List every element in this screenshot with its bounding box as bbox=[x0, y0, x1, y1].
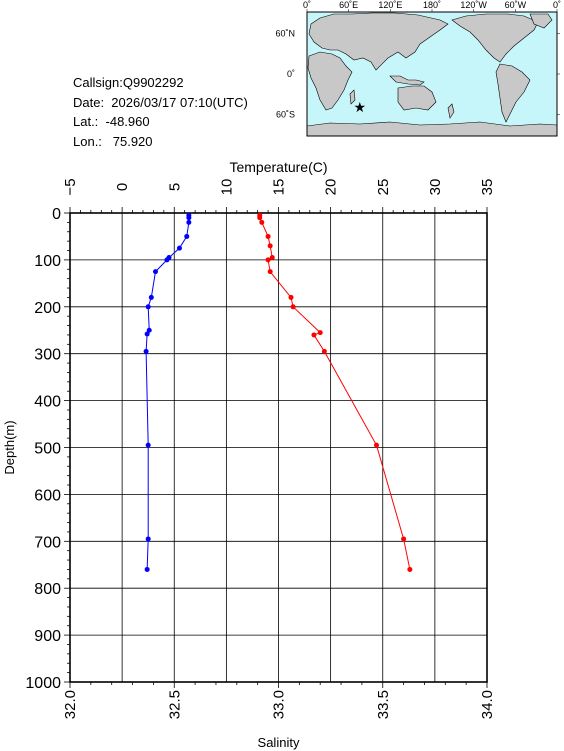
temperature-data-point bbox=[186, 219, 192, 225]
chart-grid bbox=[69, 212, 488, 683]
depth-tick-label: 1000 bbox=[25, 675, 61, 692]
map-lon-label: 60˚W bbox=[505, 0, 527, 10]
temperature-tick-label: 10 bbox=[218, 179, 235, 196]
temperature-data-point bbox=[164, 257, 170, 263]
land-madagascar bbox=[349, 89, 356, 105]
depth-tick-label: 800 bbox=[34, 581, 61, 598]
map-lat-label: 60˚S bbox=[276, 110, 295, 120]
temperature-data-point bbox=[146, 327, 152, 333]
salinity-data-point bbox=[373, 442, 379, 448]
map-lon-label: 120˚W bbox=[460, 0, 487, 10]
map-graticule bbox=[306, 9, 560, 115]
temperature-tick-label: −5 bbox=[62, 178, 79, 195]
temperature-data-point bbox=[184, 233, 190, 239]
salinity-tick-label: 32.5 bbox=[166, 690, 183, 719]
salinity-axis-title: Salinity bbox=[258, 735, 300, 750]
temperature-data-point bbox=[145, 442, 151, 448]
temperature-data-point bbox=[152, 269, 158, 275]
map-lat-label: 60˚N bbox=[275, 28, 295, 38]
station-info: Callsign:Q9902292 Date: 2026/03/17 07:10… bbox=[73, 73, 248, 151]
depth-tick-label: 600 bbox=[34, 487, 61, 504]
depth-tick-label: 200 bbox=[34, 300, 61, 317]
salinity-tick-label: 34.0 bbox=[479, 690, 496, 719]
salinity-data-point bbox=[265, 233, 271, 239]
map-lon-label: 0˚ bbox=[553, 0, 561, 10]
salinity-data-point bbox=[265, 257, 271, 263]
salinity-data-point bbox=[407, 566, 413, 572]
depth-tick-label: 300 bbox=[34, 347, 61, 364]
map-lon-label: 60˚E bbox=[339, 0, 358, 10]
depth-tick-label: 700 bbox=[34, 534, 61, 551]
depth-tick-label: 500 bbox=[34, 441, 61, 458]
salinity-data-point bbox=[259, 219, 265, 225]
salinity-data-point bbox=[269, 255, 275, 261]
depth-tick-label: 0 bbox=[52, 206, 61, 223]
salinity-data-point bbox=[288, 294, 294, 300]
land-greenland bbox=[529, 13, 553, 29]
salinity-tick-label: 33.0 bbox=[271, 690, 288, 719]
temperature-data-point bbox=[186, 215, 192, 221]
temperature-data-point bbox=[145, 304, 151, 310]
chart-ticks bbox=[64, 207, 488, 688]
map-landmasses bbox=[306, 12, 558, 137]
salinity-data-point bbox=[321, 348, 327, 354]
temperature-tick-label: 15 bbox=[271, 179, 288, 196]
temperature-data-point bbox=[148, 294, 154, 300]
temperature-axis-title: Temperature(C) bbox=[229, 159, 327, 175]
latitude-text: Lat.: -48.960 bbox=[73, 114, 150, 129]
temperature-tick-label: 0 bbox=[114, 183, 131, 191]
temperature-tick-label: 30 bbox=[427, 179, 444, 196]
land-indonesia bbox=[389, 75, 425, 86]
salinity-tick-label: 33.5 bbox=[375, 690, 392, 719]
map-lon-label: 0˚ bbox=[303, 0, 311, 10]
temperature-tick-label: 35 bbox=[479, 179, 496, 196]
map-longitude-labels: 0˚ 60˚E 120˚E 180˚ 120˚W 60˚W 0˚ bbox=[303, 0, 561, 10]
depth-tick-label: 400 bbox=[34, 394, 61, 411]
salinity-data-point bbox=[311, 332, 317, 338]
date-text: Date: 2026/03/17 07:10(UTC) bbox=[73, 94, 248, 110]
map-lon-label: 180˚ bbox=[423, 0, 441, 10]
salinity-data-point bbox=[267, 243, 273, 249]
salinity-data-point bbox=[401, 536, 407, 542]
depth-axis-title: Depth(m) bbox=[2, 420, 17, 474]
land-south-america bbox=[495, 63, 531, 123]
temperature-profile-line bbox=[145, 215, 190, 570]
temperature-data-point bbox=[145, 536, 151, 542]
salinity-data-point bbox=[317, 330, 323, 336]
salinity-data-point bbox=[257, 215, 263, 221]
map-lat-label: 0˚ bbox=[287, 69, 295, 79]
temperature-data-point bbox=[176, 245, 182, 251]
land-north-america bbox=[451, 13, 539, 63]
salinity-data-point bbox=[267, 269, 273, 275]
salinity-tick-label: 32.0 bbox=[62, 690, 79, 719]
map-lon-label: 120˚E bbox=[378, 0, 402, 10]
chart-series bbox=[143, 212, 413, 572]
depth-tick-label: 900 bbox=[34, 628, 61, 645]
land-eurasia bbox=[308, 12, 449, 71]
land-africa bbox=[307, 51, 353, 111]
depth-tick-label: 100 bbox=[34, 253, 61, 270]
temperature-data-point bbox=[144, 566, 150, 572]
salinity-data-point bbox=[290, 304, 296, 310]
land-new-zealand bbox=[447, 103, 455, 119]
float-location-marker: ★ bbox=[353, 99, 366, 115]
temperature-tick-label: 25 bbox=[375, 179, 392, 196]
temperature-tick-label: 5 bbox=[166, 183, 183, 191]
temperature-data-point bbox=[143, 348, 149, 354]
longitude-text: Lon.: 75.920 bbox=[73, 133, 153, 149]
temperature-data-point bbox=[144, 331, 150, 337]
land-australia bbox=[397, 85, 437, 111]
salinity-profile-line bbox=[259, 215, 411, 570]
callsign-text: Callsign:Q9902292 bbox=[73, 75, 184, 90]
map-latitude-labels: 60˚N 0˚ 60˚S bbox=[275, 28, 295, 119]
temperature-tick-label: 20 bbox=[323, 179, 340, 196]
